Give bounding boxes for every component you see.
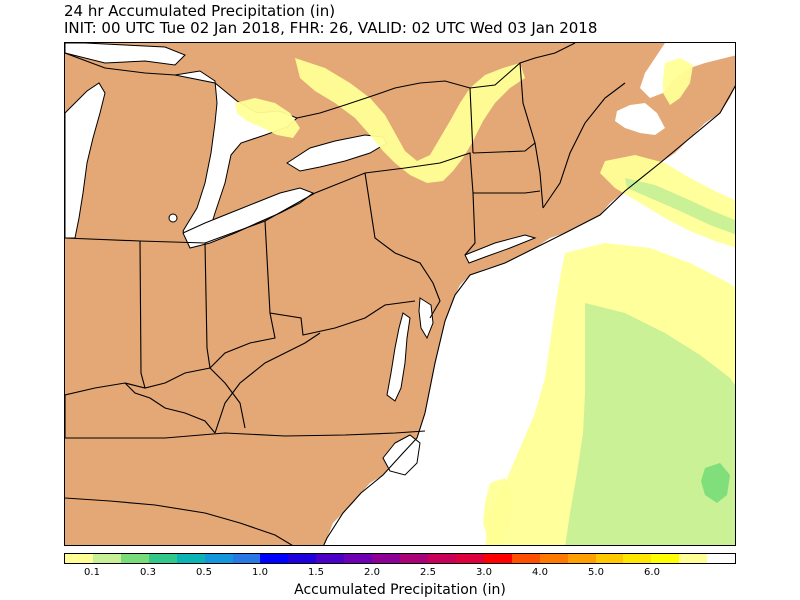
colorbar-ticks: 0.1 0.3 0.5 1.0 1.5 2.0 2.5 3.0 4.0 5.0 6.0 [64,567,736,581]
colorbar [64,553,736,564]
colorbar-segment [176,554,205,563]
colorbar-tick-label: 1.0 [252,567,268,578]
colorbar-tick-label: 0.3 [140,567,156,578]
colorbar-segment [316,554,345,563]
colorbar-segment [288,554,317,563]
colorbar-segment [344,554,373,563]
colorbar-segment [260,554,289,563]
colorbar-segment [120,554,149,563]
colorbar-segment [400,554,428,563]
colorbar-segment [567,554,596,563]
colorbar-segment [595,554,624,563]
colorbar-segment [511,554,540,563]
colorbar-segment [539,554,568,563]
colorbar-segment [455,554,484,563]
international-border [65,43,576,119]
lake-superior [65,43,186,66]
colorbar-tick-label: 2.0 [364,567,380,578]
bay-of-fundy [615,103,665,135]
colorbar-tick-label: 5.0 [588,567,604,578]
state-borders [65,62,626,545]
colorbar-segment [65,554,93,563]
colorbar-segment [623,554,652,563]
colorbar-segment [148,554,177,563]
colorbar-segment [651,554,680,563]
colorbar-label: Accumulated Precipitation (in) [294,582,506,598]
colorbar-tick-label: 0.1 [84,567,100,578]
precip-band-maine [663,58,693,105]
map-subtitle: INIT: 00 UTC Tue 02 Jan 2018, FHR: 26, V… [64,19,598,37]
precip-offshore-northeast-mid [625,178,735,235]
colorbar-segment [427,554,456,563]
colorbar-segment [232,554,261,563]
precip-offshore-south-heavy [701,463,730,503]
colorbar-segment [372,554,401,563]
coastline [323,85,735,545]
map-title: 24 hr Accumulated Precipitation (in) [64,2,336,20]
lake-st-clair [168,213,178,223]
map-frame [64,42,736,546]
colorbar-segment [204,554,233,563]
precip-coastal [483,478,513,545]
colorbar-tick-label: 0.5 [196,567,212,578]
colorbar-tick-label: 4.0 [532,567,548,578]
colorbar-tick-label: 1.5 [308,567,324,578]
colorbar-segment [483,554,512,563]
long-island-sound [464,234,537,264]
colorbar-segment [92,554,121,563]
colorbar-tick-label: 2.5 [420,567,436,578]
precip-band-northwest [235,98,300,138]
colorbar-segment [679,554,708,563]
precip-band-north [295,58,525,183]
colorbar-segment [707,554,736,563]
chesapeake-bay [386,312,411,402]
colorbar-tick-label: 3.0 [476,567,492,578]
lake-michigan [65,82,106,239]
colorbar-tick-label: 6.0 [644,567,660,578]
delaware-bay [418,297,434,340]
precip-offshore-south-mid [565,303,735,545]
precip-map [65,43,735,545]
